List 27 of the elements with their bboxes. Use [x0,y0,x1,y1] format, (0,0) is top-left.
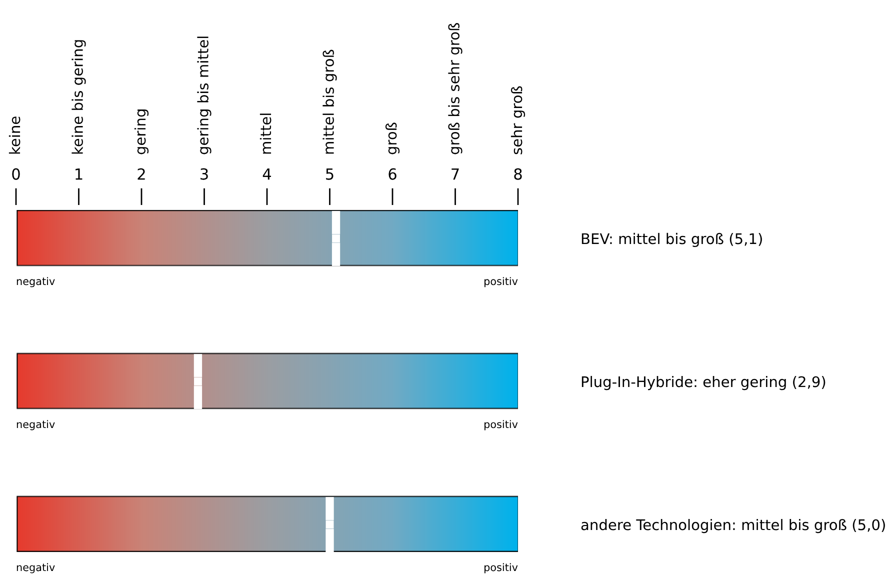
x-tick-label: 6 [388,168,396,180]
text: groß bis sehr groß [448,22,462,154]
x-tick-label: 0 [12,168,20,180]
x-tick-label: 4 [262,168,272,180]
text: negativ [16,563,55,574]
text: groß [385,122,400,154]
x-tick-label: 2 [138,168,145,180]
annotation: positiv [484,420,518,430]
x-tick-label: 5 [326,168,334,180]
text: gering bis mittel [197,36,212,154]
y-tick-label: andere Technologien: mittel bis groß (5,0) [581,518,885,534]
text: keine [8,116,20,154]
annotation: negativ [16,420,55,430]
text: gering [134,110,149,154]
x-tick-label: 8 [514,168,522,180]
text: keine bis gering [72,40,86,154]
text: mittel [260,114,272,154]
x-tick-label: 1 [76,168,82,180]
text: positiv [484,563,518,574]
y-tick-label: Plug-In-Hybride: eher gering (2,9) [582,376,826,390]
text: mittel bis groß [322,50,337,154]
x-tick-label: 7 [452,168,459,180]
x-tick-label: 3 [200,168,208,180]
y-tick-label: BEV: mittel bis groß (5,1) [582,232,762,248]
annotation: negativ [16,277,55,288]
text: sehr groß [510,86,526,154]
annotation: positiv [484,277,518,288]
